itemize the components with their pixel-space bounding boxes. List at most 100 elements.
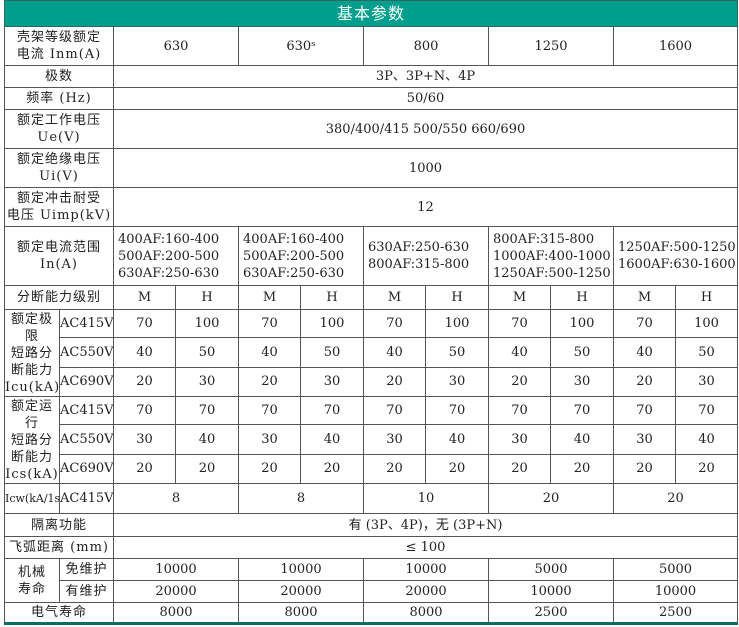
ics-value: 20 xyxy=(488,453,551,484)
ics-value: 20 xyxy=(113,453,176,484)
icu-value: 20 xyxy=(613,366,676,397)
icw-voltage: AC415V xyxy=(59,483,114,514)
in-range-value: 630AF:250-630 800AF:315-800 xyxy=(363,226,489,286)
in-range-label: 额定电流范围 In(A) xyxy=(4,226,114,286)
frame-value: 1600 xyxy=(612,26,739,66)
mechanical-value: 10000 xyxy=(238,558,364,581)
ue-label: 额定工作电压 Ue(V) xyxy=(4,109,114,149)
mechanical-value: 5000 xyxy=(488,558,614,581)
ics-value: 20 xyxy=(550,453,614,484)
breaking-level-value: M xyxy=(113,285,176,310)
ics-value: 70 xyxy=(550,396,614,425)
electrical-value: 8000 xyxy=(238,602,364,625)
ics-value: 30 xyxy=(613,424,676,455)
breaking-level-row: 分断能力级别 M H M H M H M H M H xyxy=(4,285,739,310)
breaking-level-value: M xyxy=(613,285,676,310)
frame-value: 630ˢ xyxy=(238,26,364,66)
ics-value: 30 xyxy=(363,424,426,455)
ics-value: 70 xyxy=(238,396,301,425)
ics-label: 额定运行 短路分 断能力 Ics(kA) xyxy=(4,396,60,484)
ics-value: 70 xyxy=(363,396,426,425)
ics-voltage: AC550V xyxy=(59,424,114,455)
icu-value: 100 xyxy=(175,309,239,338)
icu-value: 30 xyxy=(300,366,364,397)
ui-label: 额定绝缘电压 Ui(V) xyxy=(4,148,114,188)
icu-value: 30 xyxy=(425,366,489,397)
ics-value: 20 xyxy=(175,453,239,484)
ics-value: 40 xyxy=(175,424,239,455)
mechanical-sub-label: 有维护 xyxy=(59,580,114,603)
poles-row: 极数 3P、3P+N、4P xyxy=(4,65,739,88)
electrical-value: 8000 xyxy=(363,602,489,625)
breaking-level-value: H xyxy=(425,285,489,310)
frame-label: 壳架等级额定 电流 Inm(A) xyxy=(4,26,114,66)
icu-value: 20 xyxy=(113,366,176,397)
mechanical-row: 有维护 20000 20000 20000 10000 10000 xyxy=(5,580,739,603)
icu-value: 50 xyxy=(425,337,489,368)
ics-value: 20 xyxy=(425,453,489,484)
breaking-level-label: 分断能力级别 xyxy=(4,285,114,310)
ics-value: 70 xyxy=(613,396,676,425)
title-row: 基本参数 xyxy=(3,0,739,27)
uimp-row: 额定冲击耐受 电压 Uimp(kV) 12 xyxy=(4,187,739,227)
electrical-value: 8000 xyxy=(113,602,239,625)
ics-value: 40 xyxy=(674,424,739,455)
icu-value: 100 xyxy=(300,309,364,338)
frame-value: 800 xyxy=(363,26,489,66)
icu-value: 20 xyxy=(238,366,301,397)
ics-value: 20 xyxy=(238,453,301,484)
arc-label: 飞弧距离 (mm) xyxy=(4,536,114,559)
ics-value: 20 xyxy=(674,453,739,484)
ics-voltage: AC415V xyxy=(59,396,114,425)
icw-label: Icw(kA/1s) xyxy=(4,483,60,514)
breaking-level-value: M xyxy=(238,285,301,310)
arc-row: 飞弧距离 (mm) ≤ 100 xyxy=(4,536,739,559)
icu-value: 40 xyxy=(238,337,301,368)
icu-row: AC550V 40 50 40 50 40 50 40 50 40 50 xyxy=(5,337,739,368)
in-range-value: 400AF:160-400 500AF:200-500 630AF:250-63… xyxy=(238,226,364,286)
icu-value: 70 xyxy=(238,309,301,338)
electrical-row: 电气寿命 8000 8000 8000 2500 2500 xyxy=(4,602,739,625)
breaking-level-value: H xyxy=(674,285,739,310)
ui-row: 额定绝缘电压 Ui(V) 1000 xyxy=(4,148,739,188)
ics-value: 30 xyxy=(238,424,301,455)
icu-value: 30 xyxy=(175,366,239,397)
icu-value: 30 xyxy=(674,366,739,397)
icw-value: 10 xyxy=(363,483,489,514)
ics-value: 20 xyxy=(613,453,676,484)
icw-value: 8 xyxy=(238,483,364,514)
isolation-row: 隔离功能有 (3P、4P)，无 (3P+N) xyxy=(4,513,739,537)
icu-voltage: AC415V xyxy=(59,309,114,338)
electrical-value: 2500 xyxy=(488,602,614,625)
icw-value: 20 xyxy=(488,483,614,514)
icu-voltage: AC550V xyxy=(59,337,114,368)
ics-row: AC690V 20 20 20 20 20 20 20 20 20 20 xyxy=(5,453,739,484)
icu-value: 100 xyxy=(674,309,739,338)
poles-label: 极数 xyxy=(4,65,114,88)
in-range-value: 1250AF:500-1250 1600AF:630-1600 xyxy=(612,226,739,286)
in-range-value: 800AF:315-800 1000AF:400-1000 1250AF:500… xyxy=(488,226,614,286)
mechanical-value: 10000 xyxy=(113,558,239,581)
electrical-value: 2500 xyxy=(612,602,739,625)
icw-value: 8 xyxy=(113,483,239,514)
icu-value: 70 xyxy=(488,309,551,338)
ics-row: AC550V 30 40 30 40 30 40 30 40 30 40 xyxy=(5,424,739,455)
poles-value: 3P、3P+N、4P xyxy=(112,65,739,88)
frame-value: 630 xyxy=(113,26,239,66)
ics-value: 70 xyxy=(674,396,739,425)
isolation-value: 有 (3P、4P)，无 (3P+N) xyxy=(112,513,739,537)
icu-value: 40 xyxy=(488,337,551,368)
frequency-row: 频率 (Hz) 50/60 xyxy=(4,87,739,110)
ics-value: 20 xyxy=(300,453,364,484)
frequency-label: 频率 (Hz) xyxy=(4,87,114,110)
icu-voltage: AC690V xyxy=(59,366,114,397)
icw-row: Icw(kA/1s) AC415V 8 8 10 20 20 xyxy=(4,483,739,514)
icu-value: 50 xyxy=(300,337,364,368)
isolation-label: 隔离功能 xyxy=(4,513,114,537)
icw-value: 20 xyxy=(612,483,739,514)
icu-value: 70 xyxy=(363,309,426,338)
uimp-value: 12 xyxy=(112,187,739,227)
ics-voltage: AC690V xyxy=(59,453,114,484)
ics-value: 70 xyxy=(300,396,364,425)
mechanical-value: 20000 xyxy=(238,580,364,603)
